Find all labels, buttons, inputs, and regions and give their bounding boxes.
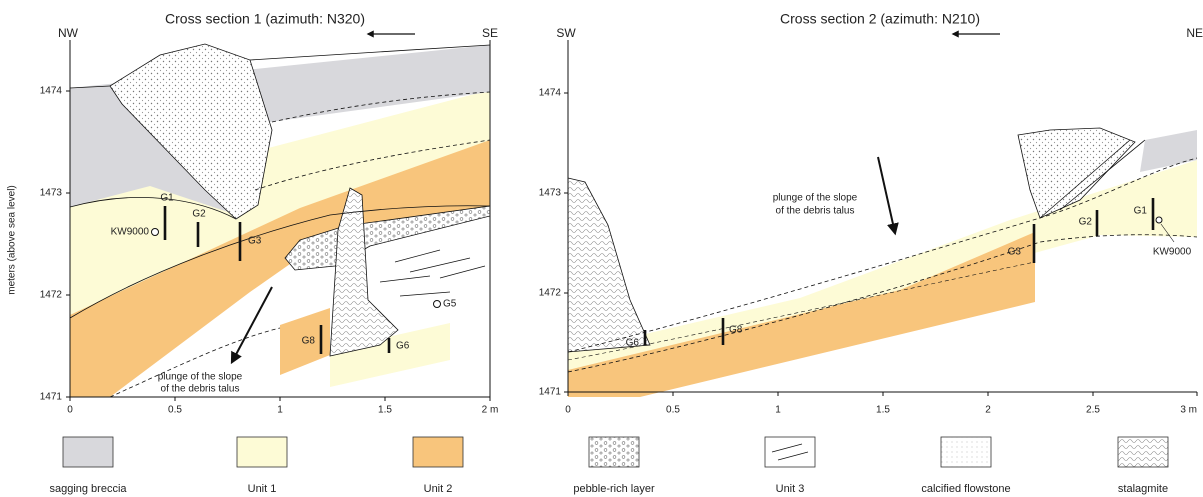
legend-swatch xyxy=(941,437,991,467)
label: Cross section 2 (azimuth: N210) xyxy=(780,11,980,27)
label: G1 xyxy=(160,193,174,204)
label: G6 xyxy=(396,341,410,352)
label: plunge of the slope xyxy=(158,372,243,383)
label: 0.5 xyxy=(168,405,182,416)
label: 0.5 xyxy=(666,405,680,416)
unit-1 xyxy=(568,160,1197,372)
label: 0 xyxy=(565,405,571,416)
label: 1473 xyxy=(40,188,63,199)
label: 1471 xyxy=(40,392,63,403)
label: NW xyxy=(58,26,79,40)
legend-swatch xyxy=(589,437,639,467)
label: of the debris talus xyxy=(776,206,855,217)
label: Unit 3 xyxy=(776,483,805,495)
label: sagging breccia xyxy=(49,483,127,495)
label: plunge of the slope xyxy=(773,193,858,204)
label: 1474 xyxy=(539,88,562,99)
label: stalagmite xyxy=(1118,483,1168,495)
label: NE xyxy=(1186,26,1203,40)
label: G3 xyxy=(1008,247,1022,258)
label: G2 xyxy=(1079,217,1093,228)
label: G5 xyxy=(443,299,457,310)
label: Cross section 1 (azimuth: N320) xyxy=(165,11,365,27)
plunge-arrow xyxy=(878,157,895,233)
label: 1474 xyxy=(40,86,63,97)
sample-point xyxy=(434,301,441,308)
label: 1472 xyxy=(539,288,562,299)
label: 2.5 xyxy=(1086,405,1100,416)
label: KW9000 xyxy=(1153,247,1192,258)
label: 1472 xyxy=(40,290,63,301)
sample-point xyxy=(152,229,159,236)
label: 3 m xyxy=(1180,405,1197,416)
label: G1 xyxy=(1134,206,1148,217)
legend-swatch xyxy=(63,437,113,467)
label: SW xyxy=(556,26,576,40)
label: G6 xyxy=(626,338,640,349)
label: 1.5 xyxy=(378,405,392,416)
label: 2 m xyxy=(482,405,499,416)
label: KW9000 xyxy=(111,227,150,238)
legend-swatch xyxy=(1118,437,1168,467)
calcified-flowstone xyxy=(568,178,650,352)
label: G2 xyxy=(192,209,206,220)
label: 1471 xyxy=(539,387,562,398)
legend-swatch xyxy=(237,437,287,467)
label: 1 xyxy=(775,405,781,416)
cross-section-figure: 147414731472147100.511.52 mmeters (above… xyxy=(0,0,1203,497)
label: SE xyxy=(482,26,498,40)
label: 2 xyxy=(985,405,991,416)
label: G3 xyxy=(248,236,262,247)
label: G8 xyxy=(302,336,316,347)
sample-point xyxy=(1156,217,1162,223)
label: Unit 2 xyxy=(424,483,453,495)
label: 1 xyxy=(277,405,283,416)
label: 1.5 xyxy=(876,405,890,416)
label: G8 xyxy=(729,325,743,336)
label: 0 xyxy=(67,405,73,416)
label: Unit 1 xyxy=(248,483,277,495)
label: 1473 xyxy=(539,188,562,199)
legend-swatch xyxy=(413,437,463,467)
label: calcified flowstone xyxy=(921,483,1010,495)
label: of the debris talus xyxy=(161,384,240,395)
label: meters (above sea level) xyxy=(7,185,18,295)
label: pebble-rich layer xyxy=(573,483,655,495)
